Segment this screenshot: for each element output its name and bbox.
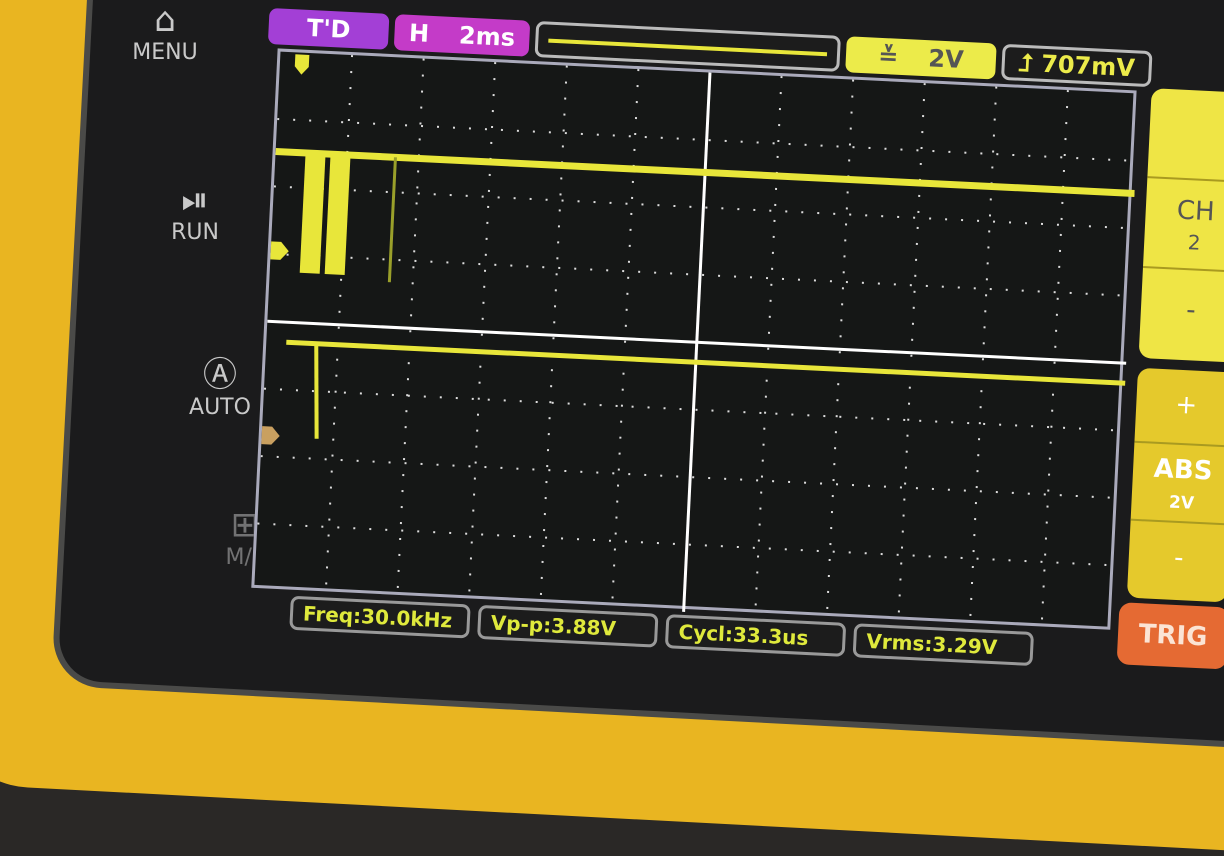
coupling-icon: ≚	[877, 41, 900, 71]
freq-readout: Freq:30.0kHz	[289, 595, 471, 639]
vpp-readout: Vp-p:3.88V	[477, 604, 659, 648]
ch1-pulse	[324, 154, 351, 275]
grid-vline	[754, 76, 783, 616]
ch2-dropout	[314, 343, 319, 439]
ch-top-blank	[1147, 88, 1224, 183]
scale-panel: + ABS 2V -	[1126, 367, 1224, 603]
cycle-readout: Cycl:33.3us	[664, 614, 847, 657]
grid-vline	[324, 55, 354, 595]
grid-vline	[467, 62, 497, 602]
channel-scale-pill[interactable]: ≚ 2V	[845, 36, 997, 80]
trig-button[interactable]: TRIG	[1116, 602, 1224, 670]
coupling-button[interactable]: ABS 2V	[1130, 442, 1224, 526]
auto-icon: Ⓐ	[203, 355, 237, 395]
trigger-position-marker	[294, 54, 310, 75]
trigger-edge-icon: ⮥	[1018, 48, 1042, 78]
timebase-value: 2ms	[458, 21, 516, 52]
home-icon: ⌂	[154, 0, 176, 40]
grid-vline	[539, 65, 568, 605]
auto-button[interactable]: Ⓐ AUTO	[170, 355, 270, 420]
ch1-glitch	[387, 157, 397, 283]
ch1-pulse	[299, 152, 326, 274]
ch-label: CH	[1176, 195, 1216, 228]
vrms-readout: Vrms:3.29V	[852, 623, 1035, 667]
h-label: H	[408, 18, 430, 48]
scale-plus-button[interactable]: +	[1134, 367, 1224, 448]
ch-scale-value: 2V	[927, 44, 965, 74]
ch2-trace	[286, 339, 1126, 386]
grid-vline	[396, 58, 425, 598]
run-button[interactable]: ⏯ RUN	[145, 180, 245, 245]
grid-hline	[267, 319, 1127, 365]
play-pause-icon: ⏯	[181, 180, 209, 220]
waveform-plot[interactable]	[251, 48, 1137, 630]
grid-vline	[825, 79, 855, 619]
ch-minus-button[interactable]: -	[1185, 295, 1197, 326]
auto-label: AUTO	[189, 395, 251, 420]
grid-vline	[1040, 90, 1069, 630]
mode-pill[interactable]: T'D	[267, 7, 390, 50]
coupling-label: ABS	[1153, 453, 1214, 487]
scale-value: 2V	[1168, 492, 1195, 514]
channel-button[interactable]: CH 2	[1142, 178, 1224, 273]
grid-vline	[968, 86, 998, 626]
ch-value: 2	[1187, 230, 1202, 255]
run-label: RUN	[171, 220, 219, 245]
trigger-level-value: 707mV	[1040, 49, 1136, 83]
ch1-ground-marker	[268, 241, 289, 260]
timebase-pill[interactable]: H 2ms	[393, 14, 531, 57]
plot-svg	[257, 54, 1137, 630]
channel-panel[interactable]: CH 2 -	[1138, 88, 1224, 363]
menu-button[interactable]: ⌂ MENU	[115, 0, 215, 65]
scale-minus-button[interactable]: -	[1173, 542, 1185, 574]
trigger-level-pill[interactable]: ⮥ 707mV	[1000, 43, 1153, 88]
ch1-trace	[275, 147, 1135, 197]
ch2-ground-marker	[259, 426, 280, 445]
menu-label: MENU	[132, 40, 198, 65]
scope-screen: T'D H 2ms ≚ 2V ⮥ 707mV Freq:30.0kHz Vp-p:3…	[239, 0, 1224, 684]
